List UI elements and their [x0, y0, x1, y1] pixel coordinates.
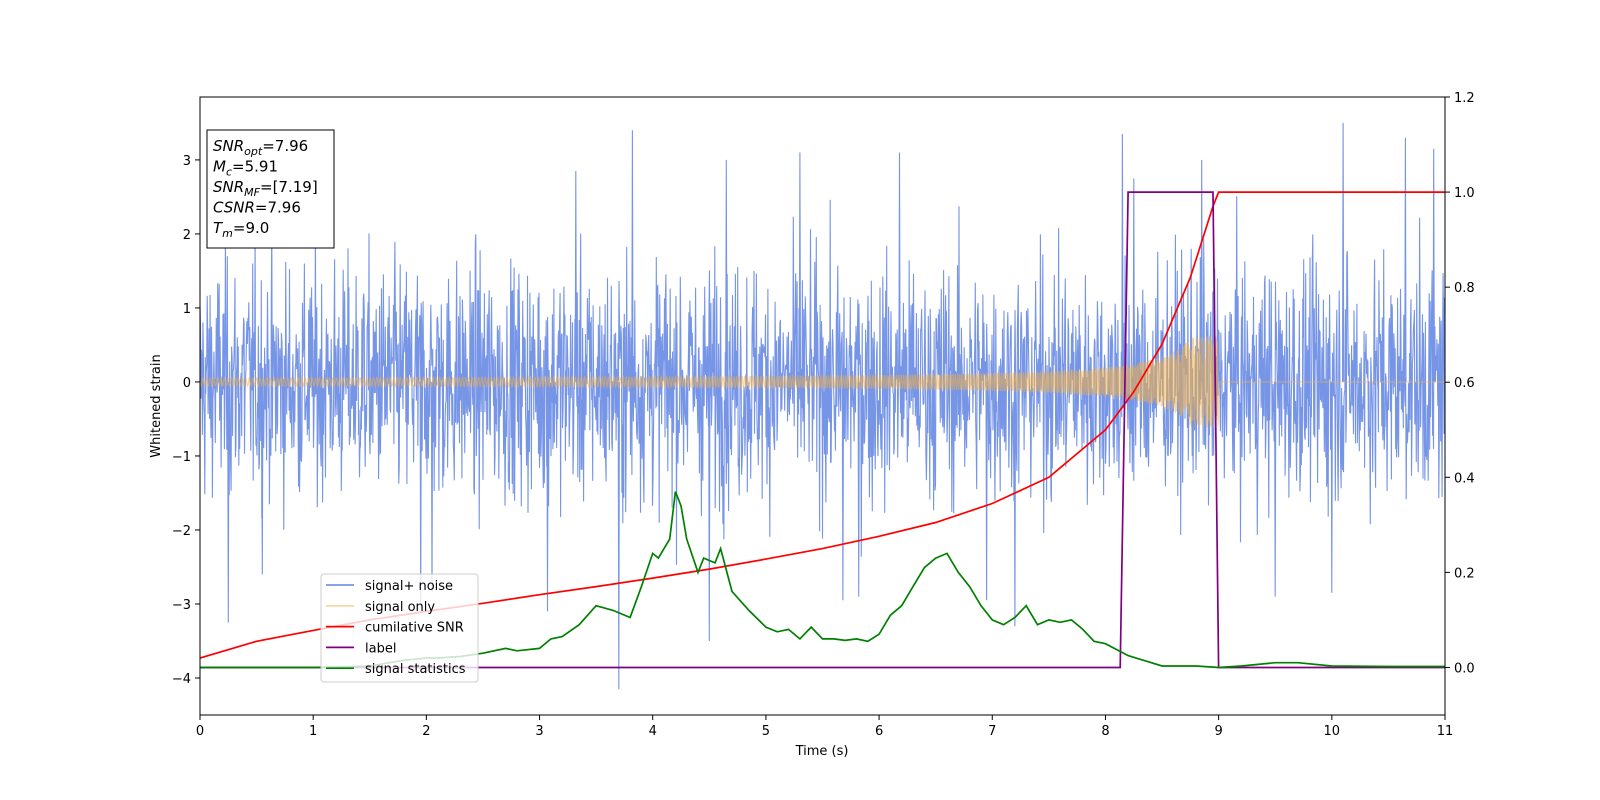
y-tick-label: −2	[172, 524, 191, 539]
info-symbol: SNR	[213, 178, 244, 196]
legend: signal+ noise signal only cumilative SNR la…	[320, 573, 479, 683]
info-symbol: SNR	[213, 137, 244, 155]
legend-label: signal+ noise	[365, 579, 453, 594]
info-subscript: opt	[244, 145, 263, 158]
info-line: CSNR=7.96	[213, 199, 301, 217]
series-line-signal-statistics	[200, 491, 1445, 669]
x-tick-label: 4	[649, 724, 657, 739]
x-tick-label: 1	[309, 724, 317, 739]
x-tick-label: 8	[1101, 724, 1109, 739]
x-tick-label: 0	[196, 724, 204, 739]
y-tick-label: 0	[183, 376, 191, 391]
info-box-frame	[206, 129, 335, 249]
y2-tick-label: 0.0	[1454, 661, 1475, 676]
y2-tick-label: 1.0	[1454, 186, 1475, 201]
series-line-label	[200, 191, 1445, 669]
x-axis: 0 1 2 3 4 5 6 7 8 9 10 11	[196, 715, 1453, 739]
info-symbol: CSNR	[213, 199, 255, 217]
legend-frame	[320, 573, 479, 683]
y2-tick-label: 0.6	[1454, 376, 1475, 391]
info-subscript: MF	[244, 186, 260, 199]
x-tick-label: 5	[762, 724, 770, 739]
y-tick-label: −4	[172, 672, 191, 687]
x-tick-label: 9	[1214, 724, 1222, 739]
info-line: Mc=5.91	[213, 158, 278, 179]
plot-area	[200, 122, 1445, 690]
series-line-signal-noise	[200, 122, 1445, 690]
info-value: =[7.19]	[260, 178, 318, 196]
legend-label: label	[365, 641, 396, 656]
info-subscript: m	[222, 227, 233, 240]
x-tick-label: 2	[422, 724, 430, 739]
info-symbol: T	[213, 219, 224, 237]
y2-tick-label: 0.8	[1454, 281, 1475, 296]
info-value: =5.91	[232, 158, 278, 176]
y-tick-label: 2	[183, 228, 191, 243]
legend-label: cumilative SNR	[365, 621, 464, 636]
series-line-signal-only	[200, 336, 1445, 428]
y-tick-label: 1	[183, 302, 191, 317]
y-axis-left: −4 −3 −2 −1 0 1 2 3	[172, 154, 200, 687]
info-line: SNRMF=[7.19]	[213, 178, 318, 199]
axes-frame	[199, 96, 1446, 716]
info-subscript: c	[226, 166, 232, 179]
y2-tick-label: 1.2	[1454, 91, 1475, 106]
x-tick-label: 6	[875, 724, 883, 739]
info-value: =7.96	[262, 137, 308, 155]
legend-label: signal only	[365, 600, 435, 615]
info-symbol: M	[213, 158, 226, 176]
legend-label: signal statistics	[365, 662, 466, 677]
y-tick-label: −1	[172, 450, 191, 465]
x-tick-label: 3	[535, 724, 543, 739]
y-axis-right: 0.0 0.2 0.4 0.6 0.8 1.0 1.2	[1445, 91, 1475, 676]
x-tick-label: 11	[1437, 724, 1454, 739]
y-tick-label: −3	[172, 598, 191, 613]
y2-tick-label: 0.2	[1454, 566, 1475, 581]
y-axis-label: Whitened strain	[149, 354, 164, 457]
y-tick-label: 3	[183, 154, 191, 169]
info-value: =9.0	[233, 219, 269, 237]
info-value: =7.96	[255, 199, 301, 217]
y2-tick-label: 0.4	[1454, 471, 1475, 486]
x-axis-label: Time (s)	[795, 744, 849, 759]
info-line: Tm=9.0	[213, 219, 269, 240]
x-tick-label: 10	[1324, 724, 1341, 739]
info-box: SNRopt=7.96Mc=5.91SNRMF=[7.19]CSNR=7.96T…	[206, 129, 335, 249]
x-tick-label: 7	[988, 724, 996, 739]
info-line: SNRopt=7.96	[213, 137, 308, 158]
